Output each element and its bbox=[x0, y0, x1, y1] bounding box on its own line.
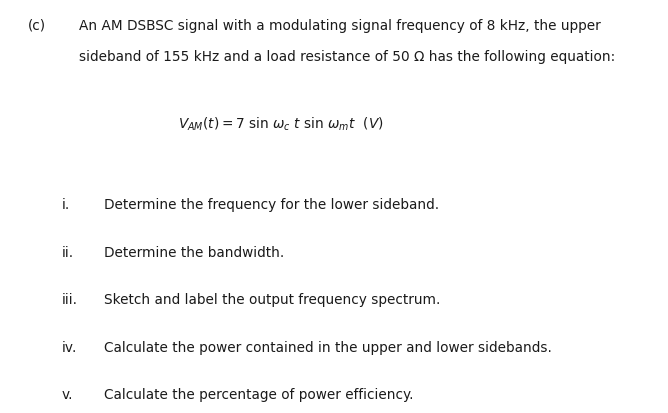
Text: Determine the bandwidth.: Determine the bandwidth. bbox=[104, 246, 284, 260]
Text: ii.: ii. bbox=[61, 246, 73, 260]
Text: Calculate the power contained in the upper and lower sidebands.: Calculate the power contained in the upp… bbox=[104, 341, 551, 355]
Text: Sketch and label the output frequency spectrum.: Sketch and label the output frequency sp… bbox=[104, 293, 440, 307]
Text: Determine the frequency for the lower sideband.: Determine the frequency for the lower si… bbox=[104, 198, 439, 212]
Text: iv.: iv. bbox=[61, 341, 77, 355]
Text: Calculate the percentage of power efficiency.: Calculate the percentage of power effici… bbox=[104, 388, 413, 402]
Text: sideband of 155 kHz and a load resistance of 50 Ω has the following equation:: sideband of 155 kHz and a load resistanc… bbox=[79, 50, 615, 64]
Text: An AM DSBSC signal with a modulating signal frequency of 8 kHz, the upper: An AM DSBSC signal with a modulating sig… bbox=[79, 19, 601, 33]
Text: i.: i. bbox=[61, 198, 69, 212]
Text: $V_{AM}(t) = 7\ \mathrm{sin}\ \omega_c\ t\ \mathrm{sin}\ \omega_m t\ \ (V)$: $V_{AM}(t) = 7\ \mathrm{sin}\ \omega_c\ … bbox=[178, 116, 383, 133]
Text: iii.: iii. bbox=[61, 293, 77, 307]
Text: (c): (c) bbox=[28, 19, 46, 33]
Text: v.: v. bbox=[61, 388, 73, 402]
